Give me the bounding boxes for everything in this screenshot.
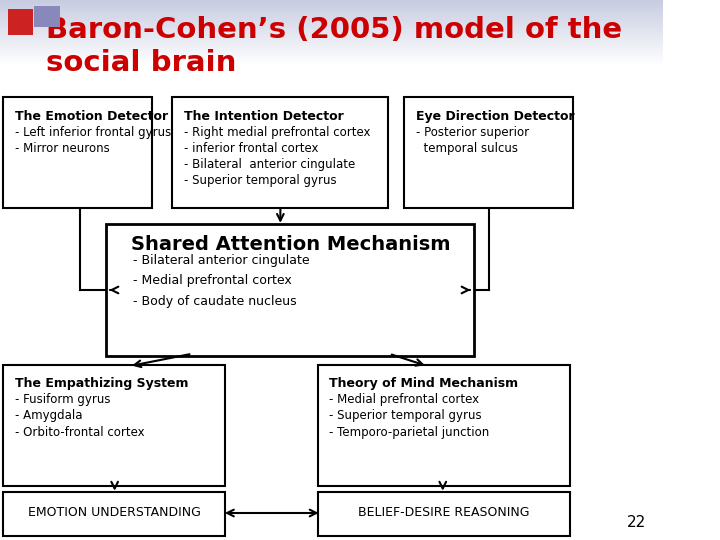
FancyBboxPatch shape [4,492,225,536]
Text: - Left inferior frontal gyrus: - Left inferior frontal gyrus [14,126,171,139]
Text: - Amygdala: - Amygdala [14,409,82,422]
Text: - Right medial prefrontal cortex: - Right medial prefrontal cortex [184,126,370,139]
Bar [8,9,33,35]
Text: The Intention Detector: The Intention Detector [184,110,343,123]
Text: The Emotion Detector: The Emotion Detector [14,110,168,123]
FancyBboxPatch shape [405,97,573,208]
Text: Shared Attention Mechanism: Shared Attention Mechanism [130,235,450,254]
Text: - Body of caudate nucleus: - Body of caudate nucleus [132,295,296,308]
FancyBboxPatch shape [106,224,474,356]
Text: - Temporo-parietal junction: - Temporo-parietal junction [330,426,490,438]
Text: - Orbito-frontal cortex: - Orbito-frontal cortex [14,426,144,438]
Text: - Superior temporal gyrus: - Superior temporal gyrus [184,174,336,187]
Text: - Bilateral  anterior cingulate: - Bilateral anterior cingulate [184,158,355,171]
Text: social brain: social brain [46,49,237,77]
Text: 22: 22 [627,515,647,530]
Text: - Bilateral anterior cingulate: - Bilateral anterior cingulate [132,254,309,267]
Text: - Medial prefrontal cortex: - Medial prefrontal cortex [132,274,292,287]
Text: - Posterior superior: - Posterior superior [415,126,528,139]
Text: - Superior temporal gyrus: - Superior temporal gyrus [330,409,482,422]
Text: - Fusiform gyrus: - Fusiform gyrus [14,393,110,406]
Text: - inferior frontal cortex: - inferior frontal cortex [184,142,318,155]
Text: - Mirror neurons: - Mirror neurons [14,142,109,155]
FancyBboxPatch shape [172,97,388,208]
FancyBboxPatch shape [318,492,570,536]
Text: temporal sulcus: temporal sulcus [415,142,518,155]
Bar [35,6,60,27]
Text: - Medial prefrontal cortex: - Medial prefrontal cortex [330,393,480,406]
FancyBboxPatch shape [318,364,570,486]
Text: BELIEF-DESIRE REASONING: BELIEF-DESIRE REASONING [359,507,530,519]
Text: EMOTION UNDERSTANDING: EMOTION UNDERSTANDING [28,507,201,519]
Text: Theory of Mind Mechanism: Theory of Mind Mechanism [330,377,518,390]
FancyBboxPatch shape [4,364,225,486]
Text: Baron-Cohen’s (2005) model of the: Baron-Cohen’s (2005) model of the [46,16,623,44]
FancyBboxPatch shape [4,97,153,208]
Text: Eye Direction Detector: Eye Direction Detector [415,110,575,123]
Text: The Empathizing System: The Empathizing System [14,377,188,390]
